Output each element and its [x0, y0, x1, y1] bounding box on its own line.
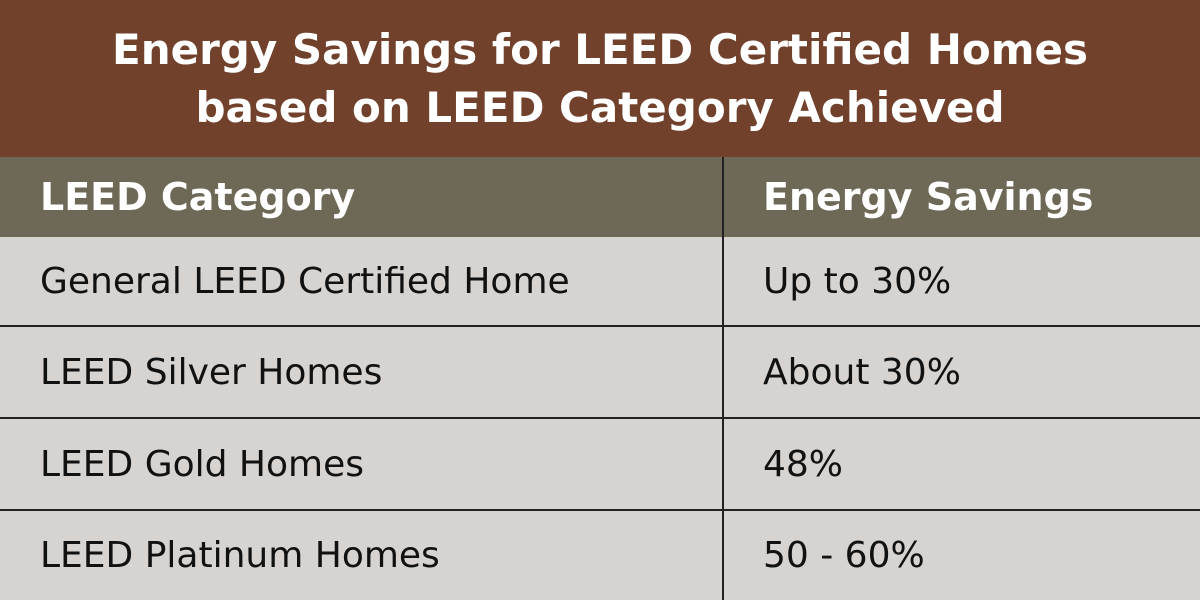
header-leed-category: LEED Category [40, 175, 356, 219]
column-divider [722, 157, 724, 600]
table-row: LEED Gold Homes 48% [0, 417, 1200, 509]
header-energy-savings: Energy Savings [763, 175, 1094, 219]
savings-cell: 50 - 60% [763, 535, 925, 576]
category-cell: General LEED Certified Home [40, 260, 570, 302]
title-banner: Energy Savings for LEED Certified Homes … [0, 0, 1200, 157]
savings-cell: Up to 30% [763, 260, 952, 302]
table-row: General LEED Certified Home Up to 30% [0, 237, 1200, 325]
energy-savings-table: LEED Category Energy Savings General LEE… [0, 157, 1200, 600]
savings-cell: About 30% [763, 351, 961, 393]
category-cell: LEED Gold Homes [40, 443, 364, 485]
table-row: LEED Platinum Homes 50 - 60% [0, 509, 1200, 600]
page-title-line-1: Energy Savings for LEED Certified Homes [112, 24, 1088, 74]
category-cell: LEED Platinum Homes [40, 535, 440, 576]
category-cell: LEED Silver Homes [40, 351, 383, 393]
table-row: LEED Silver Homes About 30% [0, 325, 1200, 417]
page-title-line-2: based on LEED Category Achieved [195, 82, 1005, 132]
table-header-row: LEED Category Energy Savings [0, 157, 1200, 237]
savings-cell: 48% [763, 443, 844, 485]
